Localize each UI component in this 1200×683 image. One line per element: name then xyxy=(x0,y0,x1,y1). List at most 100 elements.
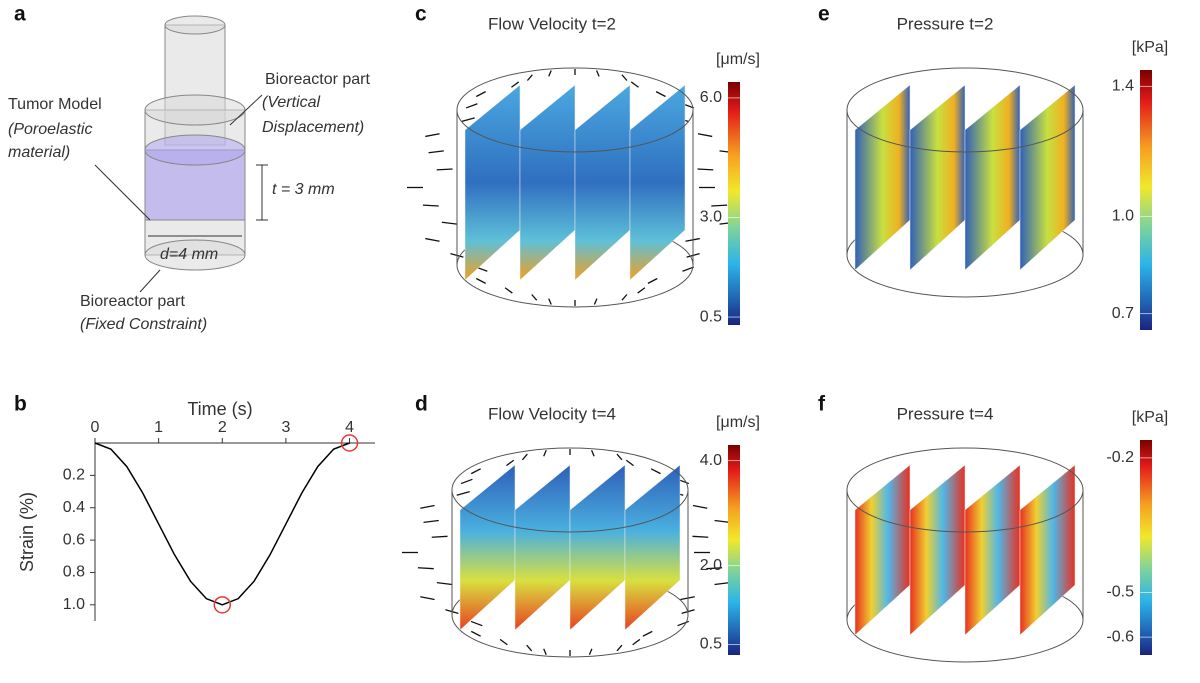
figure: a Bioreactor part (Vertical Displacement… xyxy=(0,0,1200,683)
flow-arrow xyxy=(522,454,527,460)
colorbar-tick-label: 0.5 xyxy=(700,636,722,653)
flow-arrow xyxy=(651,469,660,474)
colorbar-unit: [kPa] xyxy=(1132,409,1168,426)
label: (Vertical xyxy=(262,94,321,111)
colorbar-tick-label: 2.0 xyxy=(700,557,722,574)
flow-arrow xyxy=(471,469,480,474)
label: (Poroelastic xyxy=(8,121,92,138)
flow-arrow xyxy=(594,299,597,305)
label: d=4 mm xyxy=(160,246,218,263)
label: t = 3 mm xyxy=(272,181,335,198)
slice xyxy=(910,465,965,635)
y-axis-label: Strain (%) xyxy=(17,492,37,572)
slice xyxy=(570,465,625,630)
slice xyxy=(855,85,910,270)
flow-arrow xyxy=(511,82,518,87)
label: Bioreactor part xyxy=(265,71,370,88)
x-axis-label: Time (s) xyxy=(187,399,252,419)
flow-arrow xyxy=(693,506,707,509)
colorbar-unit: [μm/s] xyxy=(716,414,760,431)
flow-arrow xyxy=(544,450,547,456)
panel-letter: c xyxy=(415,3,427,26)
colorbar-tick-label: 1.0 xyxy=(1112,207,1134,224)
flow-arrow xyxy=(589,649,592,655)
flow-arrow xyxy=(471,621,482,625)
flow-arrow xyxy=(505,288,512,293)
flow-arrow xyxy=(549,70,552,76)
panel-letter: a xyxy=(14,3,26,26)
colorbar-tick-label: -0.6 xyxy=(1106,628,1134,645)
slice xyxy=(965,465,1020,635)
label: Tumor Model xyxy=(8,96,102,113)
panel-title: Pressure t=2 xyxy=(897,14,994,33)
label: material) xyxy=(8,144,70,161)
slice xyxy=(520,85,575,280)
slice xyxy=(515,465,570,630)
flow-arrow xyxy=(500,639,507,644)
flow-arrow xyxy=(597,70,600,76)
x-tick-label: 2 xyxy=(218,419,227,436)
flow-arrow xyxy=(429,151,444,153)
panel-letter: f xyxy=(818,393,826,416)
flow-arrow xyxy=(425,134,439,137)
y-tick-label: 0.2 xyxy=(63,467,85,484)
flow-arrow xyxy=(471,631,480,636)
flow-arrow xyxy=(698,134,712,137)
x-tick-label: 3 xyxy=(281,419,290,436)
flow-arrow xyxy=(420,597,434,600)
flow-arrow xyxy=(648,279,657,284)
flow-arrow xyxy=(549,299,552,305)
slice xyxy=(910,85,965,270)
panel-letter: b xyxy=(14,393,27,416)
flow-arrow xyxy=(437,583,452,585)
colorbar-tick-label: 6.0 xyxy=(700,89,722,106)
flow-arrow xyxy=(631,82,638,87)
flow-arrow xyxy=(425,239,439,242)
flow-arrow xyxy=(544,649,547,655)
slice xyxy=(625,465,680,630)
flow-arrow xyxy=(592,450,595,456)
colorbar-tick-label: 1.4 xyxy=(1112,77,1134,94)
colorbar-tick-label: 0.5 xyxy=(700,308,722,325)
flow-arrow xyxy=(715,583,730,585)
strain-curve xyxy=(95,443,350,605)
y-tick-label: 0.4 xyxy=(63,499,85,516)
flow-arrow xyxy=(677,621,688,625)
panel-title: Flow Velocity t=4 xyxy=(488,404,616,423)
flow-arrow xyxy=(626,460,633,465)
slice xyxy=(465,85,520,280)
flow-arrow xyxy=(442,222,457,224)
flow-arrow xyxy=(711,205,727,206)
flow-arrow xyxy=(617,454,622,460)
colorbar-unit: [kPa] xyxy=(1132,39,1168,56)
colorbar-tick-label: -0.5 xyxy=(1106,584,1134,601)
flow-arrow xyxy=(462,118,475,122)
slice xyxy=(460,465,515,630)
flow-arrow xyxy=(461,479,472,483)
slice xyxy=(575,85,630,280)
panel-letter: d xyxy=(415,393,428,416)
slice xyxy=(1020,465,1075,635)
colorbar xyxy=(728,82,740,325)
label: Bioreactor part xyxy=(80,293,185,310)
x-tick-label: 1 xyxy=(154,419,163,436)
slice xyxy=(630,85,685,280)
slice xyxy=(965,85,1020,270)
slice xyxy=(855,465,910,635)
flow-arrow xyxy=(418,568,434,569)
flow-arrow xyxy=(466,104,477,108)
flow-arrow xyxy=(476,279,485,284)
colorbar-unit: [μm/s] xyxy=(716,51,760,68)
colorbar xyxy=(728,445,740,655)
colorbar xyxy=(1140,70,1152,330)
flow-arrow xyxy=(457,492,470,496)
flow-arrow xyxy=(532,294,537,300)
flow-arrow xyxy=(617,645,622,651)
label: (Fixed Constraint) xyxy=(80,316,207,333)
panel-title: Flow Velocity t=2 xyxy=(488,14,616,33)
panel-title: Pressure t=4 xyxy=(897,404,994,423)
flow-arrow xyxy=(424,521,439,523)
x-tick-label: 0 xyxy=(91,419,100,436)
y-tick-label: 1.0 xyxy=(63,596,85,613)
flow-arrow xyxy=(638,288,645,293)
